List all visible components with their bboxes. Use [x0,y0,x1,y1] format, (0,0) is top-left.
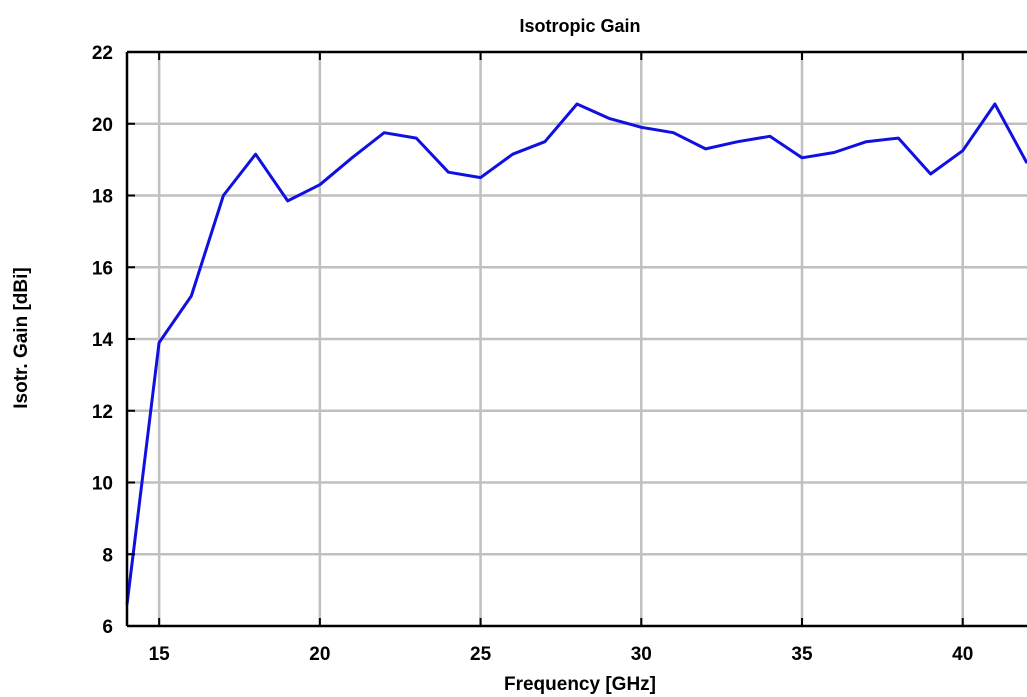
x-tick-label: 40 [952,644,973,665]
y-tick-labels: 6 8 10 12 14 16 18 20 22 [92,43,114,638]
y-tick-label: 8 [102,545,113,566]
x-tick-label: 25 [470,644,492,665]
x-tick-label: 15 [149,644,171,665]
x-tick-labels: 15 20 25 30 35 40 [149,644,974,665]
chart-title: Isotropic Gain [519,16,640,36]
series-line [125,102,1027,605]
y-tick-label: 22 [92,43,113,64]
x-tick-label: 35 [791,644,813,665]
y-tick-label: 6 [102,617,113,638]
y-tick-label: 18 [92,187,113,208]
plot-frame [125,50,1027,628]
x-tick-label: 30 [631,644,652,665]
x-axis-label: Frequency [GHz] [504,674,656,695]
y-tick-label: 16 [92,258,113,279]
x-tick-label: 20 [309,644,330,665]
y-tick-label: 12 [92,402,113,423]
y-tick-label: 14 [92,330,114,351]
grid [127,52,1027,626]
y-axis-label: Isotr. Gain [dBi] [11,267,32,408]
y-tick-label: 20 [92,115,113,136]
y-tick-label: 10 [92,474,113,495]
